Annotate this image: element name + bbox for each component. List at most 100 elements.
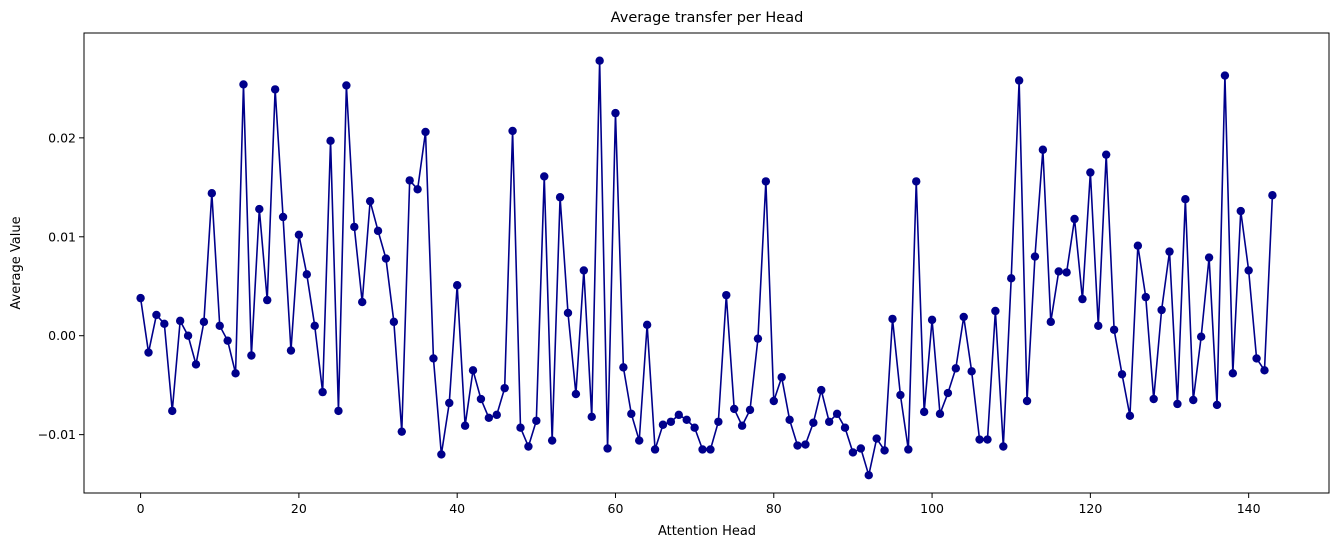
data-point [1141, 292, 1150, 302]
data-point [476, 394, 486, 404]
data-point [793, 441, 802, 450]
data-point [358, 297, 367, 307]
y-axis-ticks: −0.01 0.00 0.01 0.02 [38, 130, 84, 442]
data-point [1244, 266, 1253, 275]
data-point [1046, 317, 1055, 327]
y-tick-label: 0.01 [48, 229, 76, 244]
data-point [919, 407, 929, 417]
data-point [555, 193, 565, 202]
data-point [152, 310, 161, 320]
data-point [896, 390, 905, 400]
data-point [460, 421, 470, 430]
data-point [278, 212, 288, 222]
data-point [1204, 253, 1214, 262]
data-point [421, 127, 430, 137]
data-point [912, 177, 921, 186]
data-point [563, 308, 573, 318]
data-point [927, 315, 937, 325]
data-point [627, 409, 636, 419]
data-point [642, 320, 652, 330]
data-point [191, 360, 201, 369]
data-point [943, 388, 953, 398]
data-point [1102, 150, 1111, 159]
data-point [1062, 268, 1071, 277]
data-point [136, 293, 145, 303]
chart-title: Average transfer per Head [611, 10, 804, 26]
data-point [848, 448, 858, 457]
data-point [524, 442, 533, 451]
data-point [817, 385, 826, 395]
data-point [334, 406, 343, 416]
data-point [540, 172, 549, 181]
data-point [951, 364, 961, 373]
data-point [666, 417, 676, 426]
data-point [1133, 241, 1143, 250]
data-point [785, 415, 794, 424]
data-point [175, 316, 185, 326]
data-point [1220, 71, 1230, 80]
data-point [975, 435, 984, 444]
data-point [856, 444, 866, 453]
data-point [452, 281, 462, 290]
data-point [650, 445, 660, 454]
plot-area: 0 20 40 60 80 100 120 140 −0.01 0.00 0.01 0.02 [38, 32, 1330, 516]
data-point [682, 415, 691, 424]
data-point [1149, 394, 1158, 404]
x-axis-ticks: 0 20 40 60 80 100 120 140 [137, 493, 1261, 516]
data-point [603, 444, 612, 453]
data-point [619, 363, 628, 372]
y-tick-label: 0.02 [48, 130, 76, 145]
data-point [872, 434, 881, 443]
data-point [207, 189, 217, 198]
data-point [547, 436, 557, 445]
data-point [1165, 247, 1174, 256]
data-point [1014, 76, 1024, 85]
data-point [690, 423, 699, 432]
data-point [445, 398, 454, 408]
data-point [263, 295, 272, 305]
data-point [1236, 206, 1245, 216]
data-point [745, 405, 755, 415]
data-point [1157, 305, 1166, 315]
x-axis-label: Attention Head [658, 524, 756, 539]
data-point [880, 446, 889, 455]
data-point [350, 222, 359, 232]
data-point [405, 176, 414, 185]
data-point [310, 321, 319, 331]
data-point [777, 373, 786, 382]
data-points [136, 56, 1277, 480]
data-point [1181, 194, 1190, 204]
data-point [706, 445, 715, 454]
data-point [199, 317, 209, 327]
data-point [247, 351, 256, 360]
data-point [302, 270, 311, 279]
data-point [698, 445, 707, 454]
data-point [532, 416, 541, 425]
x-tick-label: 0 [137, 501, 145, 516]
data-point [255, 204, 264, 214]
data-point [1007, 274, 1016, 283]
data-point [935, 409, 945, 419]
data-point [365, 196, 375, 206]
data-point [1070, 214, 1079, 224]
data-point [658, 420, 668, 429]
data-point [824, 417, 834, 426]
y-tick-label: 0.00 [48, 328, 76, 343]
data-point [223, 336, 232, 345]
data-point [1109, 325, 1119, 334]
data-point [769, 396, 778, 406]
data-point [674, 410, 683, 420]
data-point [1086, 168, 1095, 177]
x-tick-label: 120 [1078, 501, 1102, 516]
data-point [500, 383, 509, 393]
data-point [429, 354, 438, 363]
data-point [809, 418, 818, 427]
data-point [832, 409, 842, 419]
data-point [1125, 411, 1135, 421]
data-point [1173, 399, 1182, 409]
data-point [904, 445, 913, 454]
data-point [714, 417, 723, 426]
data-point [722, 290, 731, 300]
data-point [516, 423, 525, 432]
data-point [1212, 400, 1222, 410]
